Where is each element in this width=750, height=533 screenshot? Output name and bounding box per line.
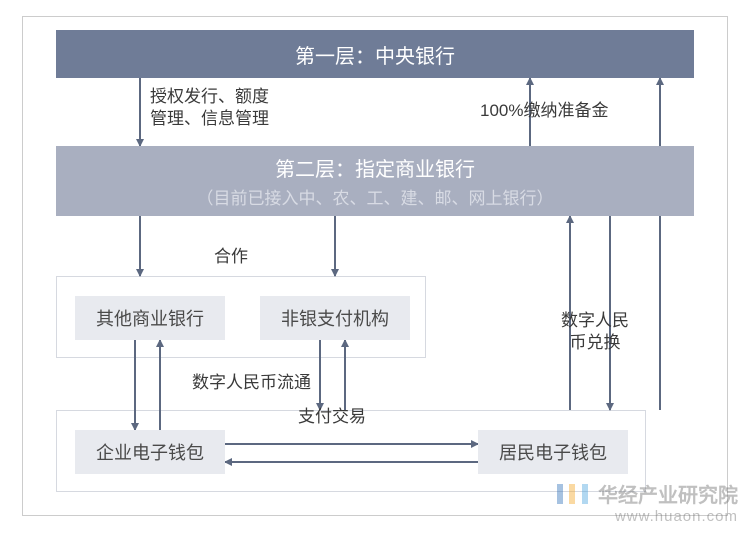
nonbank-label: 非银支付机构 — [281, 305, 389, 331]
other-commercial-banks: 其他商业银行 — [75, 296, 225, 340]
watermark-bar-icon — [569, 484, 575, 504]
nonbank-payment-org: 非银支付机构 — [260, 296, 410, 340]
diagram-canvas: 第一层：中央银行 第二层：指定商业银行 （目前已接入中、农、工、建、邮、网上银行… — [0, 0, 750, 533]
watermark-url: www.huaon.com — [557, 508, 738, 525]
resident-wallet: 居民电子钱包 — [478, 430, 628, 474]
layer1-title: 第一层：中央银行 — [295, 40, 455, 69]
watermark-brand-row: 华经产业研究院 — [557, 479, 738, 508]
edge-label-authorize: 授权发行、额度 管理、信息管理 — [150, 86, 370, 130]
enterprise-wallet: 企业电子钱包 — [75, 430, 225, 474]
ent-wallet-label: 企业电子钱包 — [96, 439, 204, 465]
edge-label-circulation: 数字人民币流通 — [192, 372, 352, 394]
edge-label-pay-text: 支付交易 — [298, 407, 366, 426]
edge-label-reserve: 100%缴纳准备金 — [480, 100, 660, 122]
edge-label-cooperation: 合作 — [214, 246, 274, 268]
edge-label-authorize-l2: 管理、信息管理 — [150, 108, 370, 130]
layer2-subtitle: （目前已接入中、农、工、建、邮、网上银行） — [197, 184, 554, 209]
layer2-commercial-banks: 第二层：指定商业银行 （目前已接入中、农、工、建、邮、网上银行） — [56, 146, 694, 216]
edge-label-coop-text: 合作 — [214, 247, 248, 266]
edge-label-payment: 支付交易 — [298, 406, 398, 428]
watermark: 华经产业研究院 www.huaon.com — [557, 479, 738, 525]
other-bank-label: 其他商业银行 — [96, 305, 204, 331]
edge-label-circ-text: 数字人民币流通 — [192, 373, 311, 392]
watermark-brand: 华经产业研究院 — [598, 485, 738, 507]
res-wallet-label: 居民电子钱包 — [499, 439, 607, 465]
layer1-central-bank: 第一层：中央银行 — [56, 30, 694, 78]
watermark-bar-icon — [557, 484, 563, 504]
edge-label-exchange: 数字人民 币兑换 — [540, 310, 650, 354]
edge-label-authorize-l1: 授权发行、额度 — [150, 86, 370, 108]
edge-label-exch-l2: 币兑换 — [540, 332, 650, 354]
watermark-bar-icon — [582, 484, 588, 504]
edge-label-reserve-text: 100%缴纳准备金 — [480, 101, 608, 120]
layer2-title: 第二层：指定商业银行 — [275, 153, 475, 182]
edge-label-exch-l1: 数字人民 — [540, 310, 650, 332]
